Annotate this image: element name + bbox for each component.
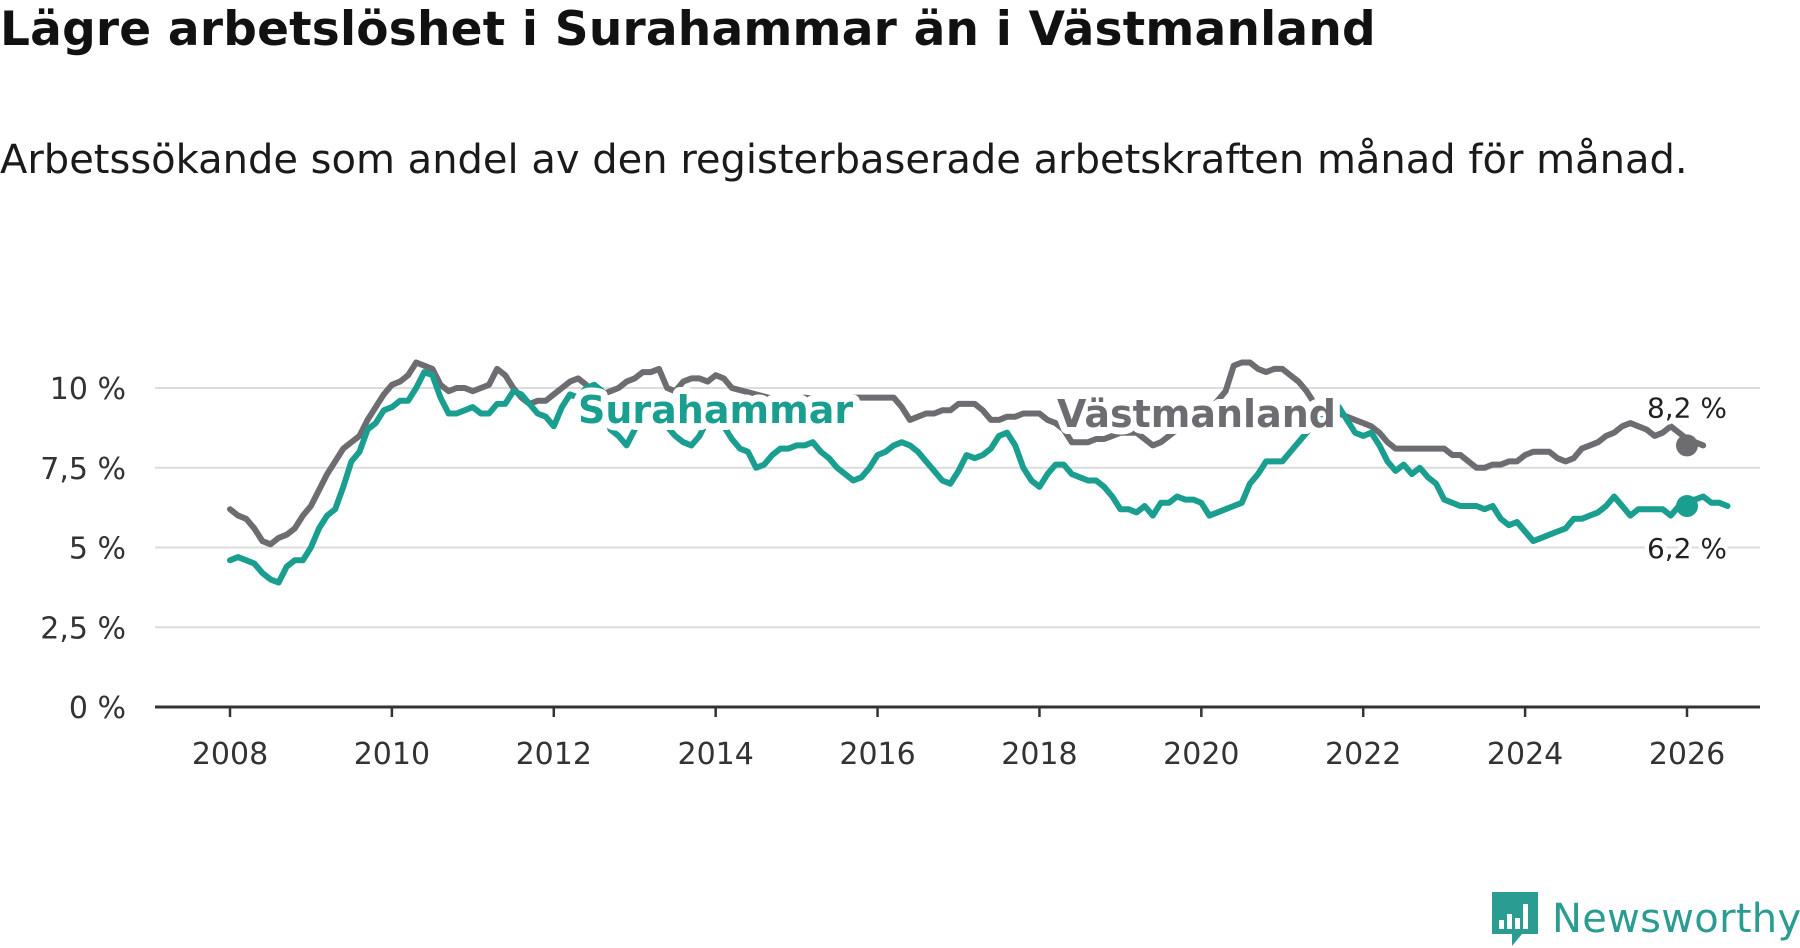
series-line-vastmanland: [227, 359, 1707, 548]
x-tick-label: 2012: [516, 737, 592, 772]
y-axis-ticks: 0 % 2,5 % 5 % 7,5 % 10 %: [40, 372, 126, 726]
x-tick-label: 2014: [677, 737, 753, 772]
end-point: [1676, 434, 1698, 457]
x-tick-label: 2010: [354, 737, 430, 772]
y-tick-label: 5 %: [69, 532, 126, 567]
y-tick-label: 7,5 %: [40, 452, 126, 487]
end-point: [1676, 495, 1698, 518]
x-tick-label: 2018: [1001, 737, 1077, 772]
chart-title: Lägre arbetslöshet i Surahammar än i Väs…: [0, 2, 1376, 57]
end-value-label: 6,2 %: [1647, 532, 1727, 565]
newsworthy-logo: Newsworthy: [1490, 890, 1800, 948]
bar-chart-speech-bubble-icon: [1492, 892, 1538, 946]
end-value-label: 8,2 %: [1647, 391, 1727, 424]
brand-name: Newsworthy: [1552, 896, 1800, 942]
series-label-vastmanland: Västmanland: [1057, 392, 1336, 436]
x-tick-label: 2016: [839, 737, 915, 772]
series-lines: [227, 359, 1731, 586]
x-tick-label: 2022: [1325, 737, 1401, 772]
y-tick-label: 10 %: [50, 372, 126, 407]
series-labels: Surahammar Västmanland: [571, 381, 1343, 443]
chart-subtitle: Arbetssökande som andel av den registerb…: [0, 137, 1688, 183]
series-label-surahammar: Surahammar: [578, 388, 853, 432]
grid-lines: [155, 387, 1760, 629]
x-tick-label: 2026: [1649, 737, 1725, 772]
x-axis-ticks: 2008 2010 2012 2014 2016 2018 2020 2022 2024 2026: [192, 707, 1725, 772]
series-line-surahammar: [227, 369, 1731, 586]
x-tick-label: 2008: [192, 737, 268, 772]
x-tick-label: 2024: [1487, 737, 1563, 772]
x-tick-label: 2020: [1163, 737, 1239, 772]
end-points: 8,2 % 6,2 %: [1643, 387, 1731, 569]
y-tick-label: 2,5 %: [40, 611, 126, 646]
y-tick-label: 0 %: [69, 691, 126, 726]
